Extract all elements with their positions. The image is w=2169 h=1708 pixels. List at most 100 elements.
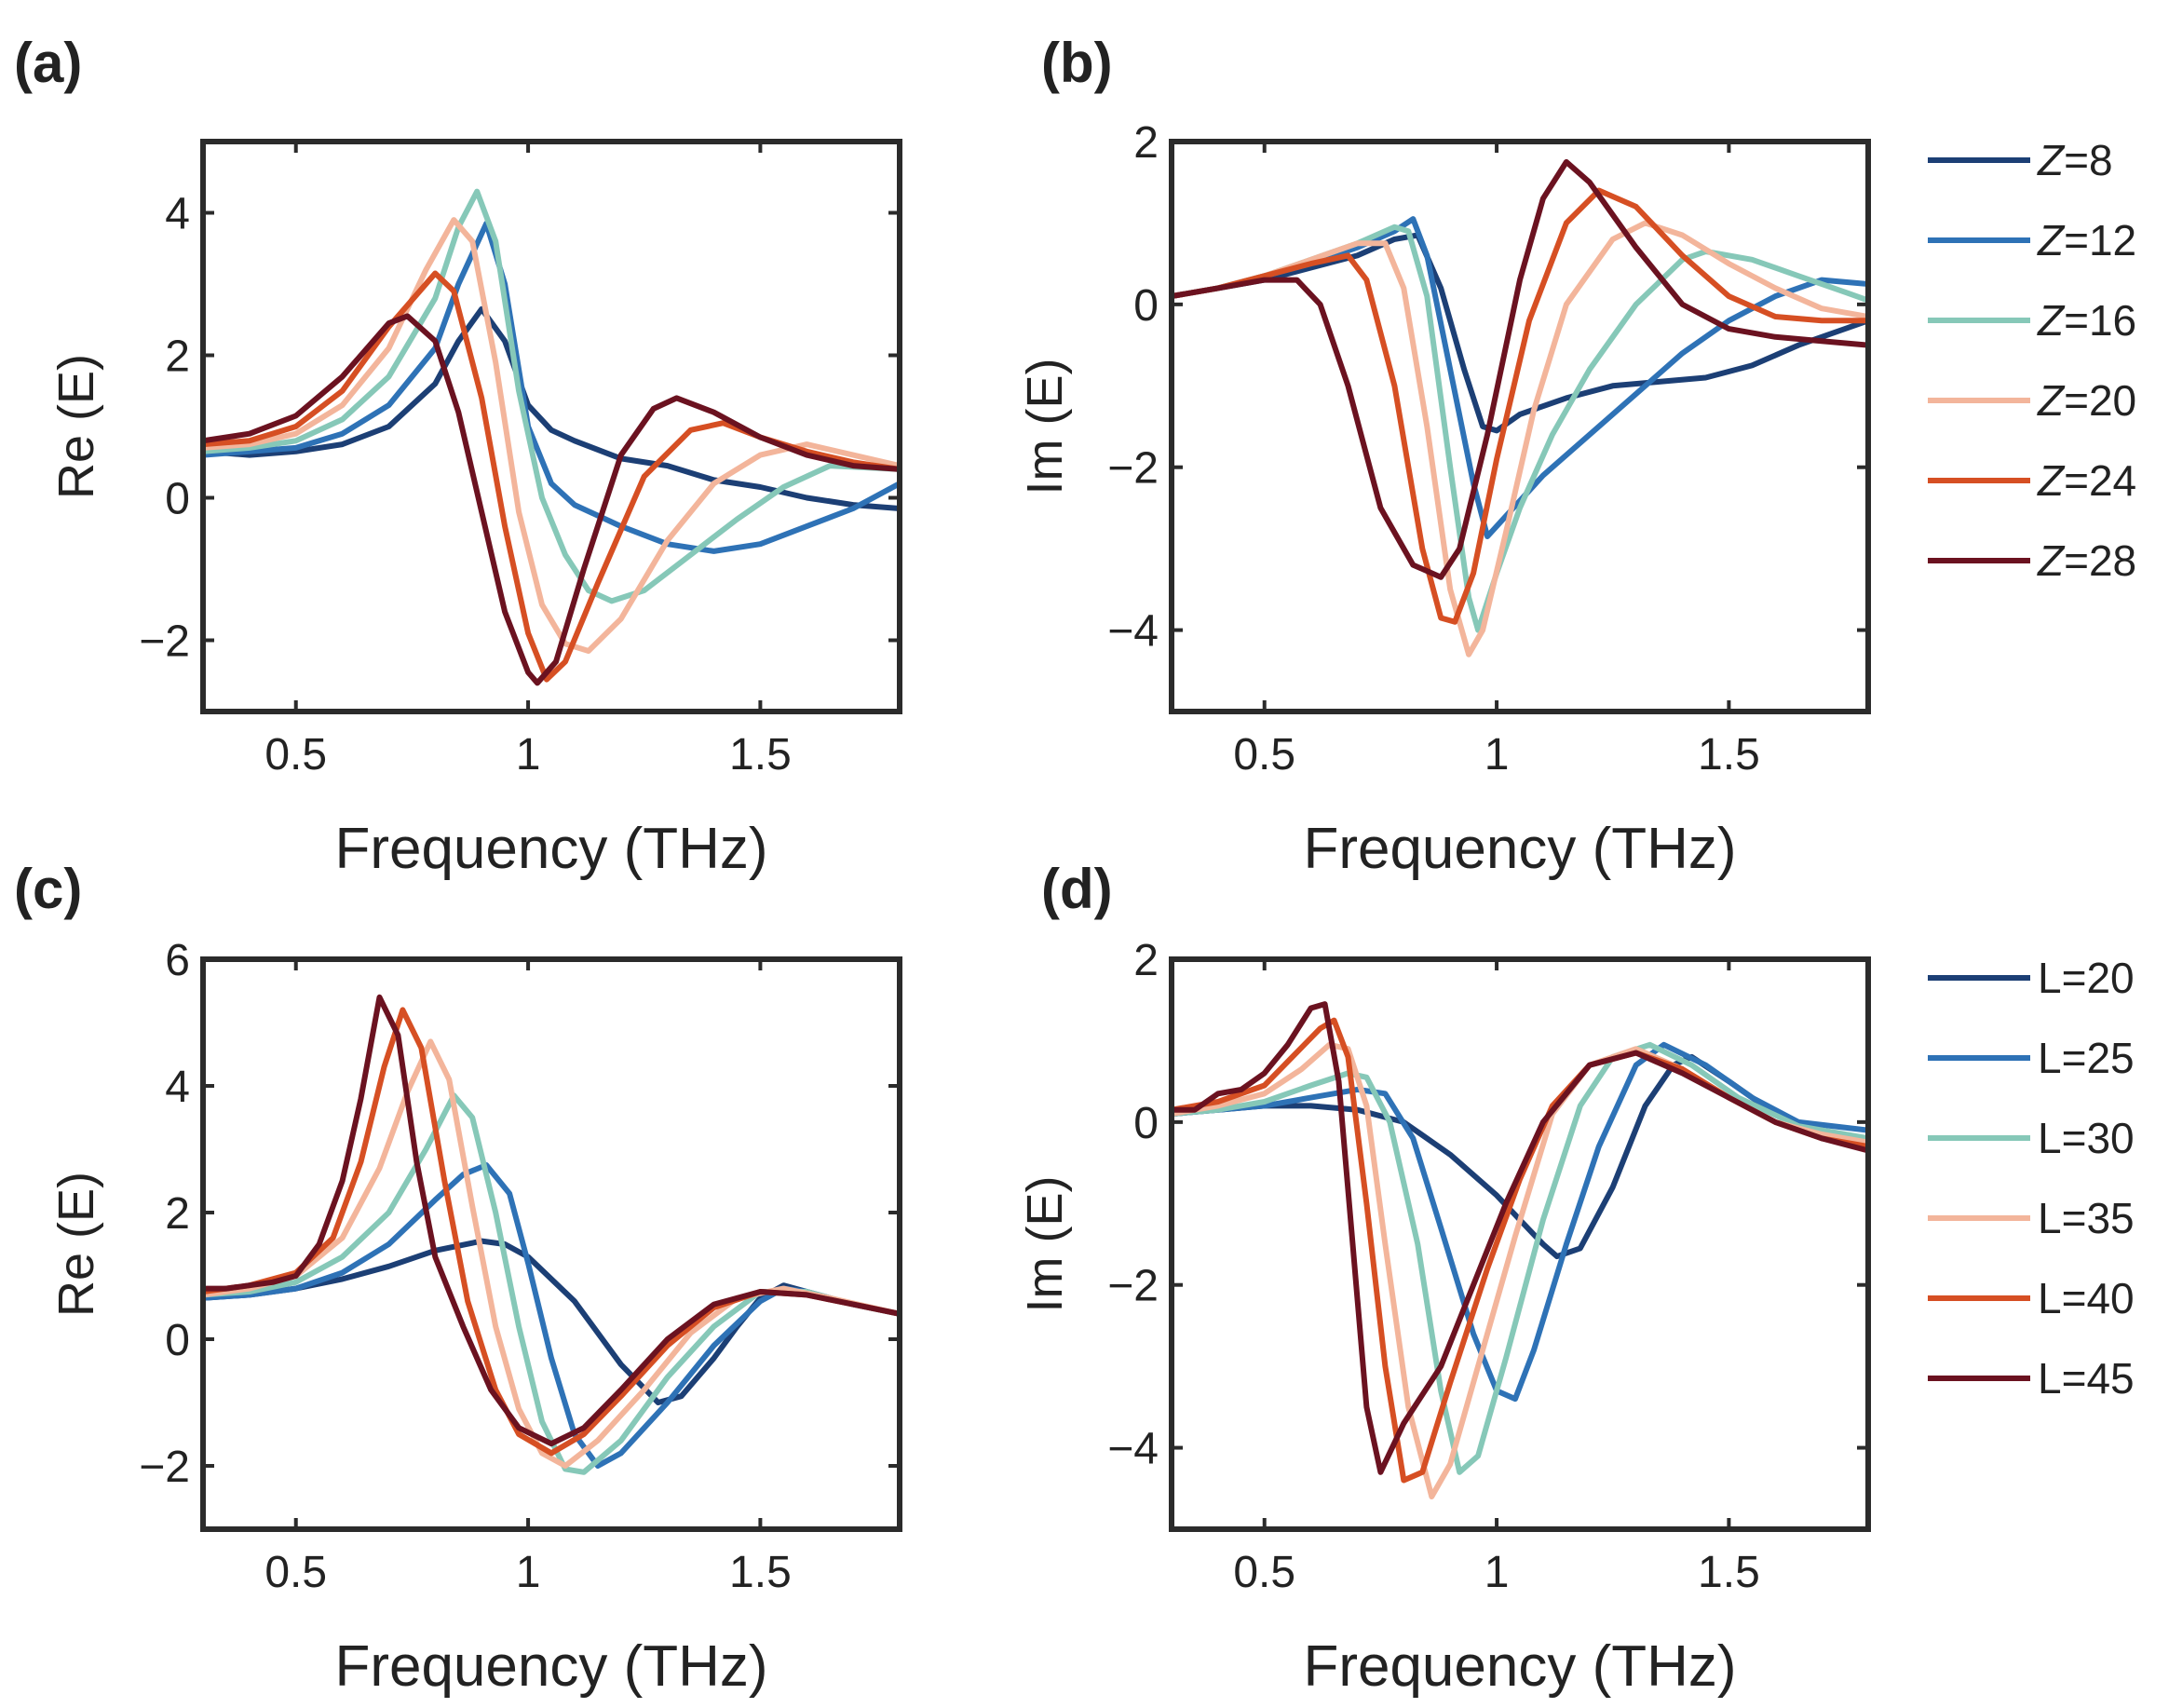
x-axis-label: Frequency (THz) xyxy=(334,817,767,881)
axes-frame xyxy=(1169,139,1871,714)
y-axis-label: Re (E) xyxy=(48,354,104,499)
series-line-l-35 xyxy=(203,1038,900,1469)
legend-label-var: L xyxy=(2038,1194,2062,1242)
legend-label-value: =40 xyxy=(2062,1274,2135,1322)
series-line-l-45 xyxy=(1172,1001,1868,1475)
legend-1: L=20L=25L=30L=35L=40L=45 xyxy=(1928,954,2135,1403)
series-group xyxy=(203,188,900,686)
y-tick-label: 2 xyxy=(1133,118,1159,168)
legend-label: Z=20 xyxy=(2037,376,2136,425)
legend-label-var: Z xyxy=(2037,136,2066,184)
series-line-l-45 xyxy=(203,994,900,1447)
panel-2: (c) 0.5 1 1.5 −2 0 2 4 6 Frequency (THz) Re (E) xyxy=(14,858,902,1699)
x-tick-label: 1.5 xyxy=(729,1548,792,1597)
panel-letter: (b) xyxy=(1041,32,1113,94)
y-tick-label: 0 xyxy=(1133,281,1159,331)
panel-letter: (c) xyxy=(14,858,82,920)
panel-3: (d) 0.5 1 1.5 −4 −2 0 2 Frequency (THz) Im (E) xyxy=(1017,858,1871,1699)
legend-label-var: L xyxy=(2038,1354,2062,1403)
series-line-z-28 xyxy=(1172,158,1868,580)
legend-label: L=30 xyxy=(2038,1114,2135,1162)
legend-label: L=40 xyxy=(2038,1274,2135,1322)
series-group xyxy=(1172,158,1868,657)
x-axis-label: Frequency (THz) xyxy=(1303,1634,1736,1699)
legend-label: Z=28 xyxy=(2037,536,2136,585)
y-tick-label: 2 xyxy=(165,1189,190,1239)
panel-letter: (d) xyxy=(1041,858,1113,920)
y-tick-label: 6 xyxy=(165,936,190,985)
legend-label-value: =30 xyxy=(2062,1114,2135,1162)
x-axis-label: Frequency (THz) xyxy=(334,1634,767,1699)
legend-label: L=25 xyxy=(2038,1034,2135,1082)
panel-letter: (a) xyxy=(14,32,82,94)
x-tick-label: 1 xyxy=(516,1548,541,1597)
legend-label-value: =24 xyxy=(2064,456,2136,505)
series-group xyxy=(203,994,900,1475)
x-tick-label: 1 xyxy=(1484,1548,1510,1597)
legend-label-var: L xyxy=(2038,1274,2062,1322)
legend-label-var: Z xyxy=(2037,456,2066,505)
series-line-z-20 xyxy=(1172,220,1868,657)
y-tick-label: −2 xyxy=(1107,1262,1159,1311)
series-line-z-24 xyxy=(1172,187,1868,625)
x-tick-label: 0.5 xyxy=(264,730,327,779)
legend-label-value: =25 xyxy=(2062,1034,2135,1082)
legend-label-var: Z xyxy=(2037,296,2066,345)
y-tick-label: −2 xyxy=(139,1443,190,1492)
legend-label-var: Z xyxy=(2037,216,2066,264)
legend-label-var: L xyxy=(2038,954,2062,1002)
y-tick-label: 2 xyxy=(165,332,190,382)
axes-frame xyxy=(200,139,902,714)
series-line-l-25 xyxy=(203,1162,900,1469)
y-tick-label: 4 xyxy=(165,190,190,239)
series-line-z-12 xyxy=(203,221,900,554)
legend-label-value: =20 xyxy=(2062,954,2135,1002)
y-tick-label: 4 xyxy=(165,1063,190,1112)
legend-label: Z=8 xyxy=(2037,136,2113,184)
x-tick-label: 1.5 xyxy=(1698,1548,1760,1597)
y-tick-label: 0 xyxy=(165,1316,190,1365)
series-line-l-40 xyxy=(203,1007,900,1457)
legend-label-value: =16 xyxy=(2064,296,2136,345)
legend-label: Z=24 xyxy=(2037,456,2136,505)
x-tick-label: 1.5 xyxy=(729,730,792,779)
axes-frame xyxy=(200,956,902,1532)
x-tick-label: 1 xyxy=(516,730,541,779)
legend-label-value: =8 xyxy=(2064,136,2112,184)
panel-1: (b) 0.5 1 1.5 −4 −2 0 2 Frequency (THz) Im (E) xyxy=(1017,32,1871,881)
y-axis-label: Im (E) xyxy=(1017,359,1073,495)
y-tick-label: 2 xyxy=(1133,936,1159,985)
legend-label-var: L xyxy=(2038,1114,2062,1162)
series-line-l-30 xyxy=(1172,1041,1868,1475)
x-tick-label: 0.5 xyxy=(264,1548,327,1597)
y-tick-label: 0 xyxy=(165,475,190,524)
legend-label-value: =12 xyxy=(2064,216,2136,264)
y-tick-label: 0 xyxy=(1133,1099,1159,1148)
y-tick-label: −4 xyxy=(1107,607,1159,657)
legend-label: L=45 xyxy=(2038,1354,2135,1403)
y-axis-label: Re (E) xyxy=(48,1172,104,1317)
legend-0: Z=8Z=12Z=16Z=20Z=24Z=28 xyxy=(1928,136,2136,585)
legend-label: Z=16 xyxy=(2037,296,2136,345)
legend-label-value: =35 xyxy=(2062,1194,2135,1242)
y-tick-label: −2 xyxy=(139,617,190,667)
y-tick-label: −4 xyxy=(1107,1425,1159,1474)
x-axis-label: Frequency (THz) xyxy=(1303,817,1736,881)
legend-label: L=20 xyxy=(2038,954,2135,1002)
legend-label-value: =28 xyxy=(2064,536,2136,585)
series-line-z-28 xyxy=(203,313,900,686)
x-tick-label: 0.5 xyxy=(1233,1548,1295,1597)
legend-label: L=35 xyxy=(2038,1194,2135,1242)
legend-label-var: L xyxy=(2038,1034,2062,1082)
legend-label: Z=12 xyxy=(2037,216,2136,264)
panel-0: (a) 0.5 1 1.5 −2 0 2 4 Frequency (THz) Re (E) xyxy=(14,32,902,881)
series-line-z-16 xyxy=(203,188,900,604)
y-axis-label: Im (E) xyxy=(1017,1176,1073,1313)
series-line-l-40 xyxy=(1172,1017,1868,1484)
axes-frame xyxy=(1169,956,1871,1532)
series-line-z-20 xyxy=(203,217,900,654)
x-tick-label: 1 xyxy=(1484,730,1510,779)
legend-label-value: =20 xyxy=(2064,376,2136,425)
series-group xyxy=(1172,1001,1868,1499)
